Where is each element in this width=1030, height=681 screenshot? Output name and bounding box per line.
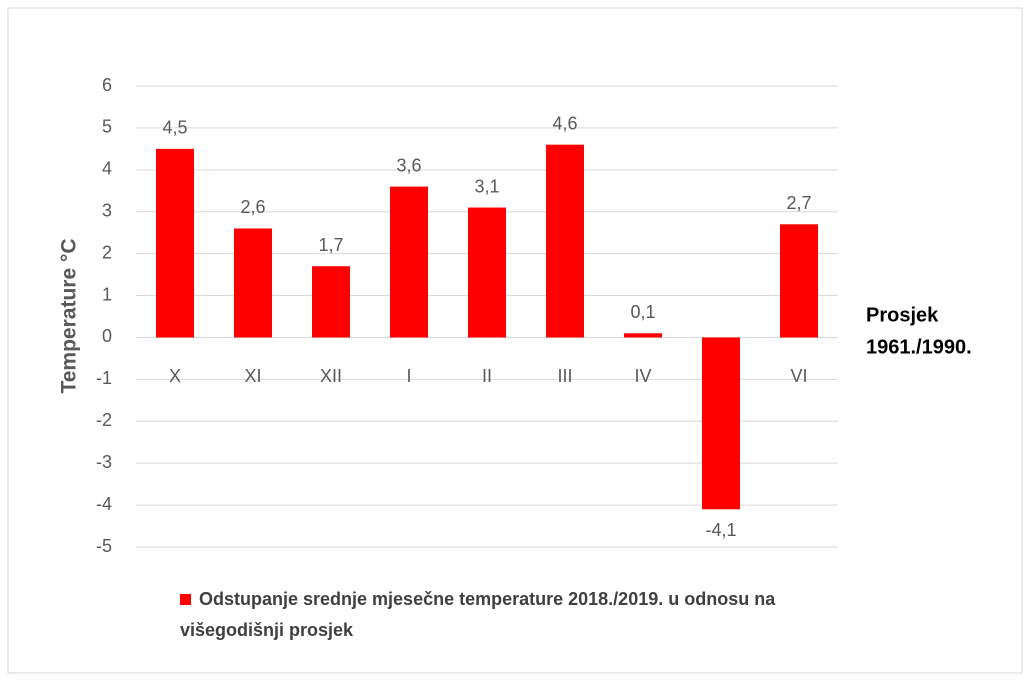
value-label: -4,1 — [705, 520, 736, 540]
bar — [546, 144, 584, 338]
annotation: 1961./1990. — [866, 336, 972, 358]
legend-swatch — [180, 594, 191, 605]
x-tick-label: I — [406, 366, 411, 386]
y-tick-label: 4 — [102, 159, 112, 179]
y-tick-label: -3 — [96, 452, 112, 472]
chart-border — [7, 7, 1023, 674]
value-label: 1,7 — [318, 235, 343, 255]
bar — [312, 266, 350, 338]
value-label: 2,7 — [786, 193, 811, 213]
x-tick-label: II — [482, 366, 492, 386]
value-label: 4,5 — [162, 118, 187, 138]
y-tick-label: -1 — [96, 368, 112, 388]
legend: Odstupanje srednje mjesečne temperature … — [180, 584, 820, 646]
x-tick-label: XI — [244, 366, 261, 386]
y-tick-label: 3 — [102, 200, 112, 220]
x-tick-label: IV — [634, 366, 651, 386]
value-label: 2,6 — [240, 197, 265, 217]
x-tick-label: VI — [790, 366, 807, 386]
y-tick-label: 5 — [102, 117, 112, 137]
bar — [702, 337, 740, 510]
y-tick-label: 2 — [102, 242, 112, 262]
y-tick-label: 6 — [102, 75, 112, 95]
y-tick-label: 0 — [102, 326, 112, 346]
y-tick-label: -2 — [96, 410, 112, 430]
bar — [780, 224, 818, 338]
annotation: Prosjek — [866, 304, 939, 326]
y-tick-label: -5 — [96, 536, 112, 556]
x-tick-label: III — [557, 366, 572, 386]
y-axis-title: Temperature °C — [58, 238, 81, 393]
y-tick-label: 1 — [102, 284, 112, 304]
x-tick-label: XII — [320, 366, 342, 386]
value-label: 3,6 — [396, 155, 421, 175]
y-tick-label: -4 — [96, 494, 112, 514]
x-tick-label: X — [169, 366, 181, 386]
bar — [624, 333, 662, 338]
value-label: 3,1 — [474, 176, 499, 196]
value-label: 4,6 — [552, 113, 577, 133]
bar — [234, 228, 272, 338]
bar — [156, 148, 194, 338]
bar — [468, 207, 506, 338]
legend-label: Odstupanje srednje mjesečne temperature … — [180, 589, 776, 640]
value-label: 0,1 — [630, 302, 655, 322]
bar — [390, 186, 428, 338]
